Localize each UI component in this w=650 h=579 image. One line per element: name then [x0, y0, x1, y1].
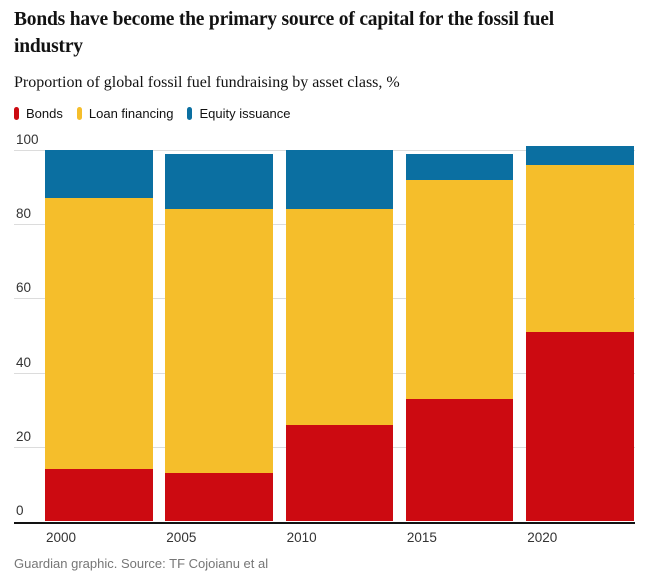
y-tick-label: 40 — [16, 354, 32, 370]
y-tick-label: 60 — [16, 280, 32, 296]
legend-item-loan-financing: Loan financing — [76, 106, 174, 121]
y-tick-label: 100 — [16, 132, 39, 147]
x-tick-label: 2005 — [166, 530, 197, 545]
bar-segment-loan-financing — [526, 164, 634, 332]
bar-segment-loan-financing — [285, 209, 394, 425]
legend-label: Equity issuance — [199, 106, 291, 121]
y-tick-label: 0 — [16, 503, 24, 518]
bar-segment-bonds — [285, 424, 394, 521]
bar-segment-equity-issuance — [45, 150, 153, 199]
bar-segment-equity-issuance — [165, 153, 273, 210]
x-tick-label: 2015 — [406, 530, 437, 545]
y-tick-label: 20 — [16, 428, 32, 444]
x-tick-label: 2000 — [46, 530, 77, 545]
bar-segment-equity-issuance — [405, 153, 514, 180]
bar-segment-bonds — [45, 469, 153, 521]
y-tick-label: 80 — [16, 206, 32, 222]
bar-segment-bonds — [526, 331, 634, 521]
bar-segment-bonds — [165, 472, 273, 521]
bar-segment-equity-issuance — [285, 150, 394, 210]
x-axis-line — [14, 521, 635, 524]
bar-segment-equity-issuance — [526, 146, 634, 165]
page-title: Bonds have become the primary source of … — [14, 9, 554, 57]
bar-segment-bonds — [405, 398, 514, 521]
source-credit: Guardian graphic. Source: TF Cojoianu et… — [14, 556, 269, 571]
bar-segment-loan-financing — [405, 179, 514, 399]
bonds-swatch-icon — [14, 107, 19, 120]
legend-item-bonds: Bonds — [14, 106, 63, 121]
x-tick-label: 2010 — [286, 530, 317, 545]
legend-label: Bonds — [26, 106, 63, 121]
bar-segment-loan-financing — [45, 198, 153, 470]
bar-segment-loan-financing — [165, 209, 273, 473]
loan-financing-swatch-icon — [76, 107, 82, 120]
chart-subtitle: Proportion of global fossil fuel fundrai… — [14, 74, 400, 91]
legend-item-equity-issuance: Equity issuance — [187, 106, 291, 121]
legend: Bonds Loan financing Equity issuance — [14, 106, 291, 121]
legend-label: Loan financing — [88, 106, 174, 121]
equity-issuance-swatch-icon — [187, 107, 193, 120]
x-tick-label: 2020 — [527, 530, 558, 545]
